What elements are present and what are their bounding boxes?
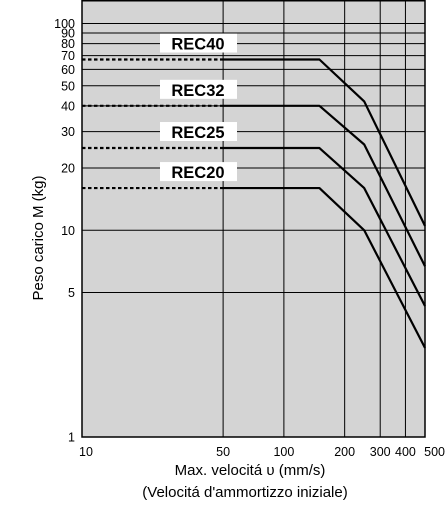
y-tick-label: 50 bbox=[61, 79, 75, 93]
y-tick-label: 1 bbox=[68, 431, 75, 445]
series-label: REC20 bbox=[171, 164, 224, 182]
y-tick-label: 5 bbox=[68, 286, 75, 300]
plot-background bbox=[82, 0, 425, 437]
x-tick-label: 50 bbox=[216, 445, 230, 459]
x-tick-label: 500 bbox=[424, 445, 445, 459]
x-tick-label: 200 bbox=[334, 445, 355, 459]
x-axis-label: Max. velocitá υ (mm/s) bbox=[175, 462, 326, 479]
x-tick-labels: 10 50 100 200 300 400 500 bbox=[79, 445, 445, 459]
y-tick-label: 20 bbox=[61, 162, 75, 176]
series-label: REC40 bbox=[171, 36, 224, 54]
x-axis-sublabel: (Velocitá d'ammortizzo iniziale) bbox=[142, 484, 347, 501]
x-tick-label: 400 bbox=[395, 445, 416, 459]
series-label: REC32 bbox=[171, 82, 224, 100]
x-tick-label: 10 bbox=[79, 445, 93, 459]
x-tick-label: 300 bbox=[370, 445, 391, 459]
y-tick-label: 10 bbox=[61, 224, 75, 238]
y-tick-label: 40 bbox=[61, 99, 75, 113]
x-tick-label: 100 bbox=[273, 445, 294, 459]
y-tick-label: 100 bbox=[54, 17, 75, 31]
y-axis-label: Peso carico M (kg) bbox=[30, 175, 47, 300]
y-tick-label: 30 bbox=[61, 125, 75, 139]
y-tick-label: 60 bbox=[61, 63, 75, 77]
y-tick-label: 70 bbox=[61, 49, 75, 63]
series-label: REC25 bbox=[171, 124, 224, 142]
